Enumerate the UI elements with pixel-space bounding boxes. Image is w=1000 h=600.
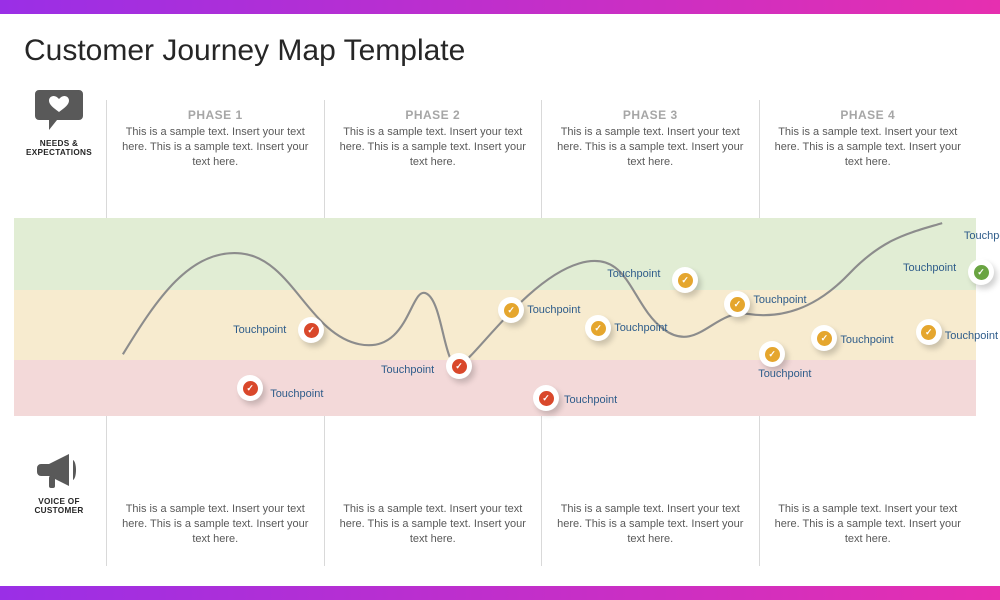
top-border [0,0,1000,14]
page-title: Customer Journey Map Template [24,34,976,68]
journey-curve [106,100,951,566]
journey-grid: NEEDS & EXPECTATIONS [14,100,976,566]
slide-frame: Customer Journey Map Template NEEDS & EX… [0,0,1000,600]
slide-body: Customer Journey Map Template NEEDS & EX… [0,14,1000,586]
bottom-border [0,586,1000,600]
phase-columns: ✓Touchpoint✓Touchpoint✓Touchpoint✓Touchp… [106,100,976,566]
